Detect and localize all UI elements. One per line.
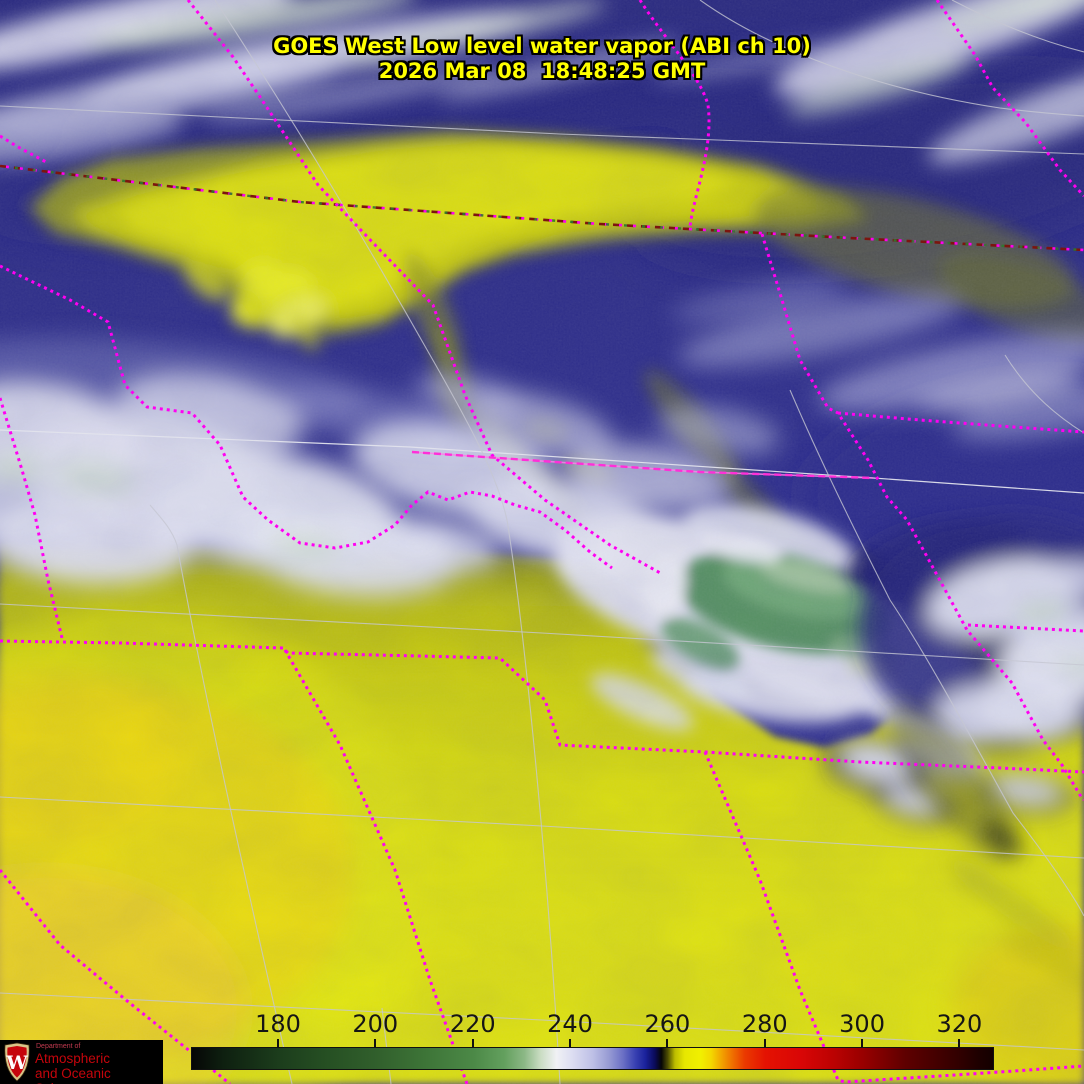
colorbar-tick-mark xyxy=(861,1039,864,1047)
logo-atmospheric-label: Atmospheric xyxy=(35,1051,111,1066)
mixed-border-line xyxy=(0,164,1084,252)
crest-letter: W xyxy=(5,1052,28,1074)
colorbar-tick-mark xyxy=(958,1039,961,1047)
logo-oceanic-label: and Oceanic Sciences xyxy=(35,1066,111,1084)
image-timestamp: 2026 Mar 08 18:48:25 GMT xyxy=(378,59,706,83)
temperature-colorbar: 180 200 220 240 260 280 300 320 xyxy=(0,1008,1084,1084)
colorbar-tick-mark xyxy=(569,1039,572,1047)
colorbar-tick-label: 260 xyxy=(644,1010,691,1038)
colorbar-tick-mark xyxy=(471,1039,474,1047)
uw-crest-icon: W xyxy=(4,1042,30,1082)
colorbar-tick-label: 240 xyxy=(547,1010,593,1038)
colorbar-tick-label: 200 xyxy=(352,1010,399,1038)
logo-dept-label: Department of xyxy=(36,1043,81,1050)
colorbar-gradient xyxy=(191,1047,994,1070)
colorbar-tick-mark xyxy=(276,1039,279,1047)
colorbar-tick-label: 280 xyxy=(741,1010,788,1038)
colorbar-tick-label: 300 xyxy=(839,1010,885,1038)
colorbar-tick-label: 220 xyxy=(449,1010,496,1038)
colorbar-tick-label: 180 xyxy=(255,1010,301,1038)
image-title: GOES West Low level water vapor (ABI ch … xyxy=(273,34,811,58)
uw-aos-logo: W Department of Atmospheric and Oceanic … xyxy=(0,1040,163,1084)
colorbar-tick-mark xyxy=(374,1039,377,1047)
colorbar-tick-label: 320 xyxy=(936,1010,983,1038)
colorbar-tick-mark xyxy=(763,1039,766,1047)
colorbar-tick-mark xyxy=(666,1039,669,1047)
